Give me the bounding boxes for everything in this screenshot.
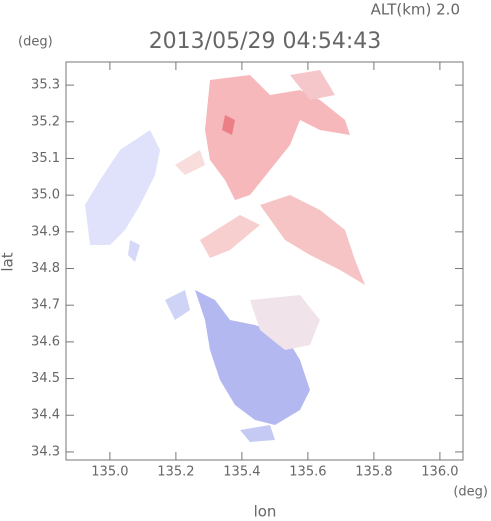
echo-region (260, 195, 365, 285)
x-tick-label: 135.8 (355, 465, 392, 480)
x-tick-label: 136.0 (421, 465, 458, 480)
y-axis-label: lat (0, 252, 17, 271)
echo-field (85, 70, 365, 442)
x-axis-label: lon (254, 503, 277, 521)
y-tick-label: 35.2 (31, 114, 60, 129)
x-tick-label: 135.4 (223, 465, 260, 480)
y-tick-label: 35.1 (31, 151, 60, 166)
subtitle: ALT(km) 2.0 (371, 1, 460, 19)
echo-region (85, 130, 160, 245)
echo-region (195, 290, 310, 425)
echo-region (250, 295, 320, 350)
echo-region (175, 150, 205, 175)
y-tick-label: 35.3 (31, 78, 60, 93)
echo-region (240, 425, 275, 442)
y-tick-label: 34.4 (31, 408, 60, 423)
echo-region (128, 240, 140, 262)
x-tick-label: 135.6 (289, 465, 326, 480)
x-unit: (deg) (453, 485, 488, 500)
y-tick-label: 34.8 (31, 261, 60, 276)
chart-title: 2013/05/29 04:54:43 (149, 29, 382, 54)
plot-frame (65, 61, 464, 461)
x-tick-label: 135.0 (91, 465, 128, 480)
y-tick-label: 34.6 (31, 334, 60, 349)
x-tick-label: 135.2 (157, 465, 194, 480)
echo-region (200, 215, 260, 258)
y-tick-label: 35.0 (31, 188, 60, 203)
y-tick-label: 34.9 (31, 224, 60, 239)
echo-region (290, 70, 335, 100)
y-tick-label: 34.3 (31, 444, 60, 459)
y-unit: (deg) (18, 35, 53, 50)
echo-region (205, 75, 350, 200)
echo-region (222, 115, 235, 135)
y-tick-label: 34.5 (31, 371, 60, 386)
echo-region (165, 290, 190, 320)
y-tick-label: 34.7 (31, 298, 60, 313)
